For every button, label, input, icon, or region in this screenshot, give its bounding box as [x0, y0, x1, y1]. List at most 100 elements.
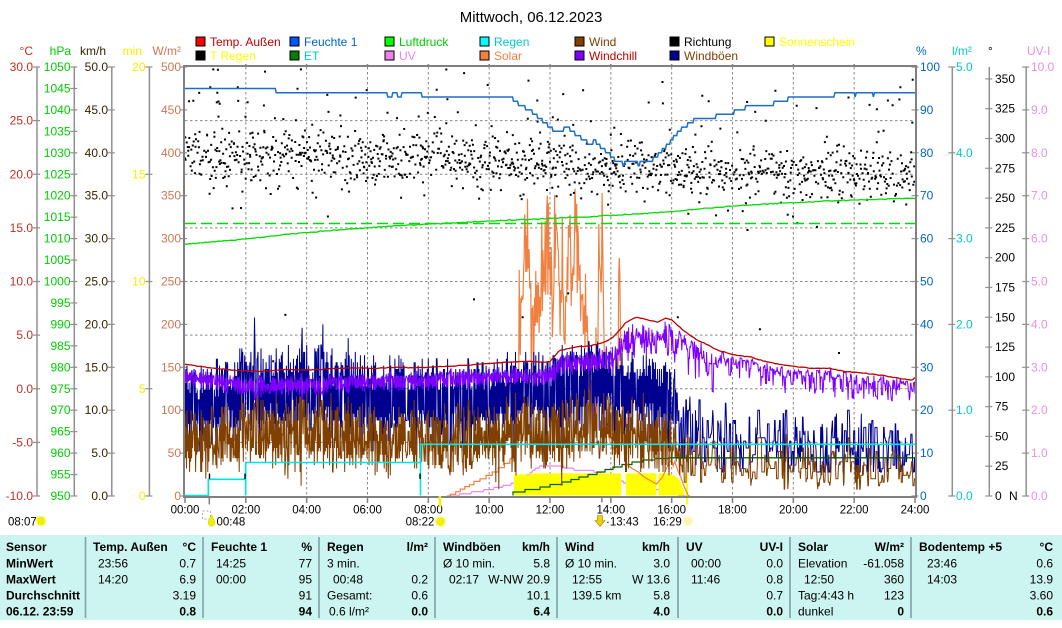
svg-text:250: 250 [995, 191, 1015, 205]
svg-text:W 13.6: W 13.6 [632, 573, 670, 587]
svg-text:225: 225 [995, 221, 1015, 235]
svg-text:1000: 1000 [44, 275, 71, 289]
svg-text:%: % [916, 44, 927, 58]
svg-text:Gesamt:: Gesamt: [327, 589, 372, 603]
svg-text:100: 100 [995, 370, 1015, 384]
svg-text:W-NW 20.9: W-NW 20.9 [488, 573, 550, 587]
svg-text:·13:43: ·13:43 [606, 517, 639, 529]
svg-text:4.0: 4.0 [1031, 317, 1048, 331]
svg-text:0.2: 0.2 [411, 573, 428, 587]
svg-text:15.0: 15.0 [85, 360, 109, 374]
svg-text:Luftdruck: Luftdruck [399, 35, 449, 49]
svg-text:0: 0 [995, 489, 1002, 503]
svg-text:25: 25 [995, 459, 1009, 473]
svg-text:100: 100 [920, 60, 940, 74]
svg-text:Regen: Regen [494, 35, 529, 49]
svg-text:23:56: 23:56 [98, 557, 128, 571]
svg-text:00:00: 00:00 [171, 505, 200, 517]
svg-text:25.0: 25.0 [10, 114, 34, 128]
svg-text:960: 960 [50, 446, 70, 460]
svg-text:200: 200 [161, 317, 181, 331]
svg-text:4.0: 4.0 [653, 605, 670, 619]
svg-text:275: 275 [995, 161, 1015, 175]
svg-text:1010: 1010 [44, 232, 71, 246]
svg-text:1035: 1035 [44, 124, 71, 138]
svg-text:350: 350 [161, 189, 181, 203]
svg-text:350: 350 [995, 72, 1015, 86]
svg-text:-61.058: -61.058 [863, 557, 904, 571]
svg-text:°C: °C [20, 44, 34, 58]
svg-text:15: 15 [132, 167, 146, 181]
svg-text:Wind: Wind [589, 35, 616, 49]
svg-text:km/h: km/h [522, 540, 550, 554]
svg-text:95: 95 [299, 573, 313, 587]
svg-text:13.9: 13.9 [1030, 573, 1054, 587]
svg-text:°C: °C [183, 540, 197, 554]
svg-text:75: 75 [995, 400, 1009, 414]
svg-text:T Regen: T Regen [210, 49, 256, 63]
svg-text:18:00: 18:00 [718, 505, 747, 517]
svg-text:360: 360 [884, 573, 904, 587]
svg-text:0: 0 [920, 489, 927, 503]
svg-text:10.1: 10.1 [527, 589, 551, 603]
svg-text:00:00: 00:00 [691, 557, 721, 571]
svg-text:4.0: 4.0 [956, 146, 973, 160]
svg-text:11:46: 11:46 [691, 573, 720, 587]
svg-text:3.0: 3.0 [653, 557, 670, 571]
svg-text:02:00: 02:00 [231, 505, 260, 517]
svg-text:Feuchte 1: Feuchte 1 [304, 35, 358, 49]
svg-text:04:00: 04:00 [292, 505, 321, 517]
svg-text:km/h: km/h [642, 540, 670, 554]
svg-text:Ø 10 min.: Ø 10 min. [443, 557, 495, 571]
svg-text:3.0: 3.0 [956, 232, 973, 246]
svg-text:Windböen: Windböen [684, 49, 738, 63]
svg-text:450: 450 [161, 103, 181, 117]
svg-text:06.12. 23:59: 06.12. 23:59 [6, 605, 74, 619]
svg-text:0.0: 0.0 [766, 605, 783, 619]
svg-text:0: 0 [139, 489, 146, 503]
svg-text:1040: 1040 [44, 103, 71, 117]
svg-text:10.0: 10.0 [10, 275, 34, 289]
svg-text:5.8: 5.8 [653, 589, 670, 603]
svg-text:Solar: Solar [798, 540, 828, 554]
svg-text:100: 100 [161, 403, 181, 417]
svg-text:175: 175 [995, 280, 1015, 294]
svg-text:-5.0: -5.0 [12, 435, 33, 449]
svg-text:5.0: 5.0 [956, 60, 973, 74]
svg-text:3.19: 3.19 [173, 589, 197, 603]
svg-text:12:55: 12:55 [572, 573, 602, 587]
svg-text:14:00: 14:00 [596, 505, 625, 517]
svg-text:0.0: 0.0 [956, 489, 973, 503]
svg-text:l/m²: l/m² [407, 540, 428, 554]
svg-text:14:20: 14:20 [98, 573, 128, 587]
svg-text:139.5 km: 139.5 km [572, 589, 621, 603]
svg-text:08:00: 08:00 [414, 505, 443, 517]
svg-text:08:07: 08:07 [8, 517, 37, 529]
svg-text:250: 250 [161, 275, 181, 289]
svg-text:°: ° [988, 44, 993, 58]
svg-text:Regen: Regen [327, 540, 364, 554]
svg-text:90: 90 [920, 103, 934, 117]
svg-text:25.0: 25.0 [85, 275, 109, 289]
svg-text:40.0: 40.0 [85, 146, 109, 160]
svg-text:Tag:4:43 h: Tag:4:43 h [798, 589, 854, 603]
svg-text:50: 50 [168, 446, 182, 460]
svg-text:0.0: 0.0 [16, 382, 33, 396]
svg-text:15.0: 15.0 [10, 221, 34, 235]
svg-text:400: 400 [161, 146, 181, 160]
svg-text:23:46: 23:46 [927, 557, 957, 571]
svg-text:UV: UV [686, 540, 703, 554]
svg-text:50: 50 [920, 275, 934, 289]
svg-text:1025: 1025 [44, 167, 71, 181]
svg-text:10.0: 10.0 [1031, 60, 1055, 74]
svg-text:5.0: 5.0 [1031, 275, 1048, 289]
svg-text:W/m²: W/m² [875, 540, 904, 554]
svg-text:0.0: 0.0 [411, 605, 428, 619]
svg-text:km/h: km/h [80, 44, 106, 58]
svg-text:955: 955 [50, 468, 70, 482]
svg-text:1020: 1020 [44, 189, 71, 203]
svg-text:200: 200 [995, 251, 1015, 265]
svg-text:40: 40 [920, 317, 934, 331]
svg-text:5: 5 [139, 382, 146, 396]
svg-text:6.9: 6.9 [179, 573, 196, 587]
